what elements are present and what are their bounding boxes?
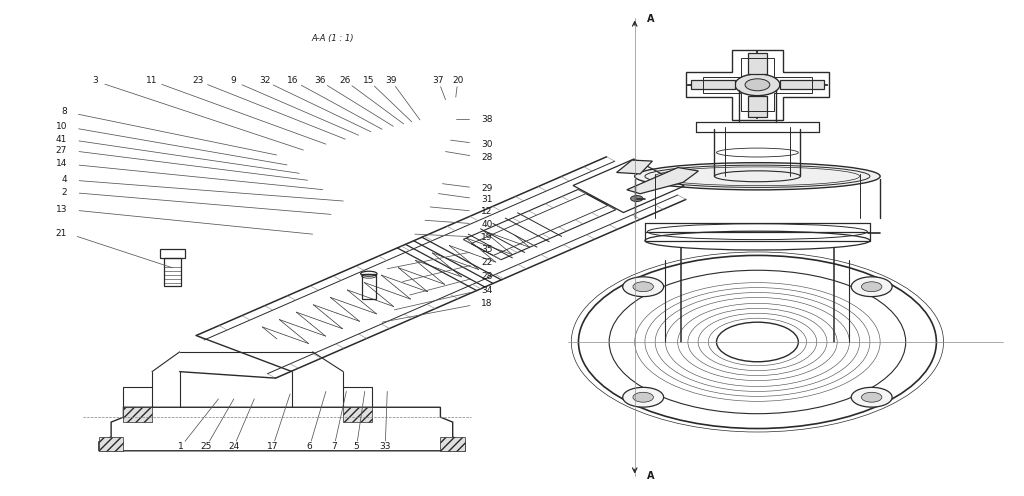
Text: A: A [647,14,654,24]
Text: A-A (1 : 1): A-A (1 : 1) [311,34,354,43]
Text: 37: 37 [432,76,444,85]
Circle shape [851,387,892,407]
Text: 41: 41 [55,135,68,144]
Text: 4: 4 [61,175,68,184]
Text: 9: 9 [230,76,236,85]
Text: 32: 32 [259,76,270,85]
Polygon shape [749,53,767,74]
Text: 16: 16 [288,76,299,85]
Polygon shape [440,437,465,451]
Circle shape [735,74,780,96]
Polygon shape [124,407,152,422]
Text: A: A [647,471,654,481]
Text: 34: 34 [481,286,493,295]
Circle shape [633,282,653,292]
Text: 14: 14 [55,159,68,169]
Text: 36: 36 [314,76,326,85]
Circle shape [861,392,882,402]
Text: 22: 22 [481,258,493,267]
Circle shape [631,195,643,201]
Text: 1: 1 [178,442,183,451]
Text: 21: 21 [55,229,68,238]
Text: 20: 20 [453,76,464,85]
Text: 23: 23 [193,76,204,85]
Text: 2: 2 [61,187,68,196]
Polygon shape [616,160,652,174]
Polygon shape [99,437,124,451]
Polygon shape [343,407,372,422]
Text: 39: 39 [386,76,397,85]
Text: 17: 17 [267,442,279,451]
Polygon shape [691,80,735,89]
Text: 28: 28 [481,153,493,162]
Circle shape [861,282,882,292]
Text: 11: 11 [146,76,158,85]
Circle shape [623,277,664,297]
Text: 33: 33 [380,442,391,451]
Text: 26: 26 [340,76,351,85]
Text: 15: 15 [364,76,375,85]
Circle shape [623,387,664,407]
Text: 13: 13 [55,205,68,214]
Polygon shape [780,80,824,89]
Text: 38: 38 [481,115,493,124]
Text: 7: 7 [331,442,337,451]
Circle shape [633,392,653,402]
Text: 25: 25 [201,442,212,451]
Text: 27: 27 [55,145,68,155]
Text: 31: 31 [481,195,493,204]
Text: 6: 6 [306,442,312,451]
Text: 35: 35 [481,246,493,254]
Polygon shape [627,168,698,194]
Text: 5: 5 [353,442,359,451]
Text: 10: 10 [55,123,68,131]
Circle shape [745,79,770,91]
Circle shape [851,277,892,297]
Text: 29: 29 [481,184,493,193]
Text: 3: 3 [92,76,97,85]
Text: 18: 18 [481,299,493,308]
Text: 28: 28 [481,272,493,281]
Text: 12: 12 [481,207,493,216]
Text: 40: 40 [481,220,493,229]
Text: 24: 24 [228,442,240,451]
Text: 30: 30 [481,140,493,149]
Polygon shape [749,96,767,117]
Text: 8: 8 [61,108,68,117]
Text: 19: 19 [481,233,493,242]
Ellipse shape [635,163,881,190]
